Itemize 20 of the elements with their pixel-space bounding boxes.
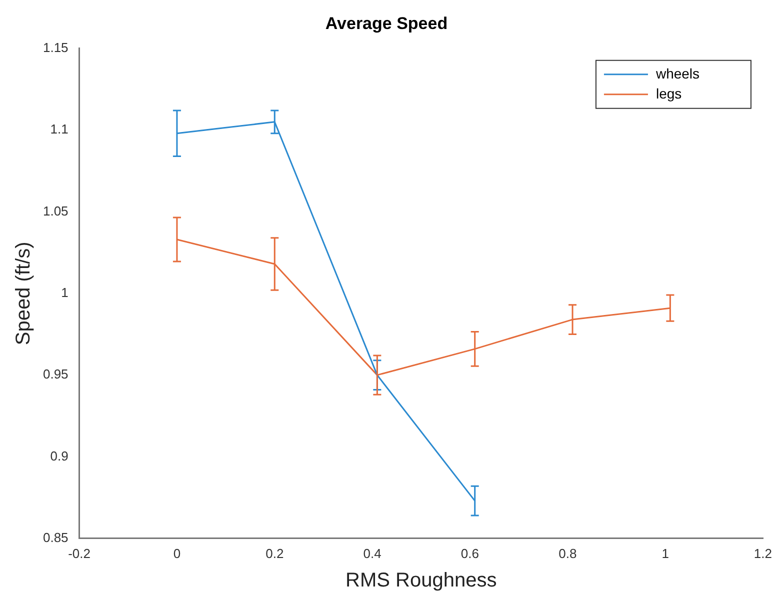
y-tick-label: 0.85	[42, 530, 68, 545]
y-tick-label: 0.95	[42, 366, 68, 382]
x-tick-label: -0.2	[68, 546, 91, 561]
chart-title: Average Speed	[325, 14, 448, 33]
x-tick-label: 1.2	[754, 546, 772, 561]
x-tick-label: 0.6	[460, 546, 480, 561]
x-tick-label: 1	[662, 546, 669, 561]
x-axis-title: RMS Roughness	[346, 570, 497, 592]
y-tick-label: 1.1	[50, 122, 68, 137]
x-tick-label: 0.4	[363, 546, 382, 561]
y-tick-label: 1.05	[42, 203, 68, 218]
y-axis-title: Speed (ft/s)	[12, 242, 35, 346]
legend-label: legs	[656, 85, 682, 102]
x-tick-label: 0.8	[558, 546, 577, 561]
y-tick-label: 1	[61, 284, 68, 300]
x-tick-label: 0	[173, 546, 181, 561]
x-tick-label: 0.2	[266, 546, 284, 561]
y-tick-label: 0.9	[50, 448, 68, 464]
legend-label: wheels	[654, 65, 700, 82]
y-tick-label: 1.15	[42, 40, 68, 55]
